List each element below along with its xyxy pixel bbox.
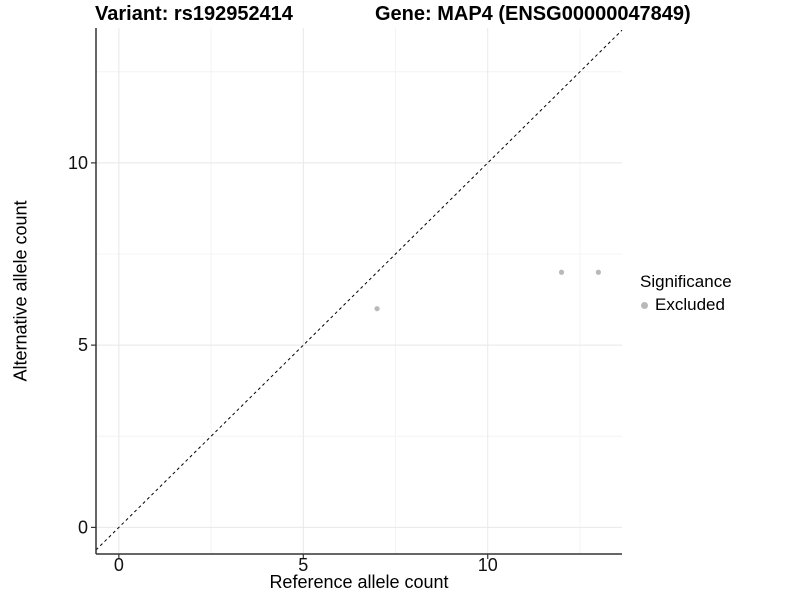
data-point xyxy=(558,269,565,275)
legend-title: Significance xyxy=(640,272,732,291)
plot-panel xyxy=(96,28,622,554)
x-tick-label: 10 xyxy=(478,555,498,575)
data-point xyxy=(374,306,380,312)
legend-entry-excluded: Excluded xyxy=(640,294,732,316)
y-tick-label: 0 xyxy=(78,517,88,537)
y-tick-label: 5 xyxy=(78,335,88,355)
legend: Significance Excluded xyxy=(640,271,732,316)
legend-point-circle-icon xyxy=(641,301,648,309)
x-tick-label: 5 xyxy=(298,555,308,575)
x-axis-title: Reference allele count xyxy=(269,572,449,592)
y-tick-label: 10 xyxy=(68,153,88,173)
data-point xyxy=(595,269,601,275)
x-tick-label: 0 xyxy=(114,555,124,575)
variant-title: Variant: rs192952414 xyxy=(95,3,293,25)
gene-title: Gene: MAP4 (ENSG00000047849) xyxy=(375,3,691,25)
y-axis-title: Alternative allele count xyxy=(10,200,31,382)
legend-entry-label: Excluded xyxy=(655,295,725,314)
